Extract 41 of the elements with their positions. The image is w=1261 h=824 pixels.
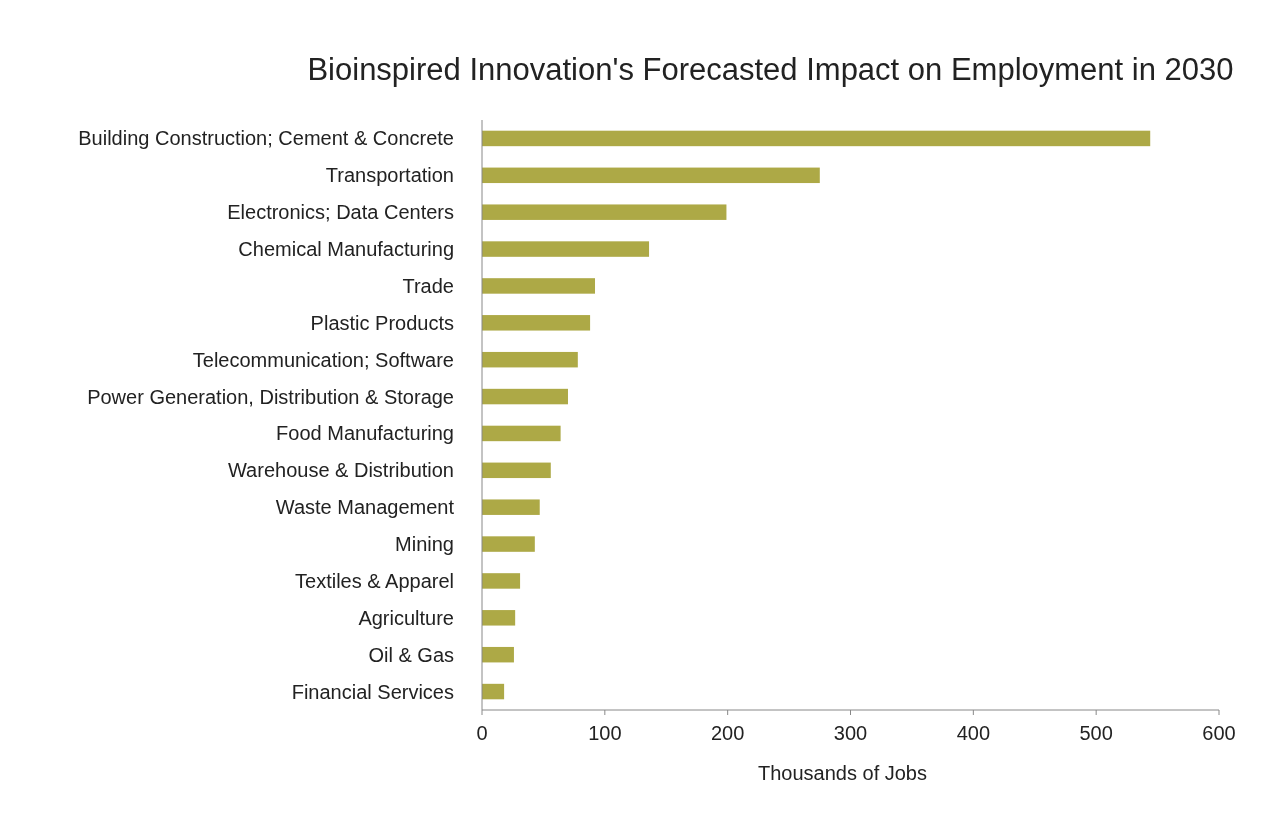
bar xyxy=(482,462,551,479)
bar xyxy=(482,204,727,220)
y-tick-label: Transportation xyxy=(325,164,454,187)
y-tick-label: Food Manufacturing xyxy=(276,422,454,445)
bar xyxy=(482,536,535,552)
bar xyxy=(482,241,650,257)
x-axis-title: Thousands of Jobs xyxy=(758,762,927,784)
bar xyxy=(482,388,568,405)
x-tick-label: 300 xyxy=(833,722,868,744)
y-tick-label: Textiles & Apparel xyxy=(295,569,454,592)
bar xyxy=(482,499,540,515)
bar xyxy=(482,646,514,663)
x-tick-label: 100 xyxy=(588,722,622,744)
y-tick-label: Building Construction; Cement & Concrete xyxy=(78,127,454,150)
x-tick-label: 200 xyxy=(710,722,745,744)
bar xyxy=(482,167,820,184)
y-tick-label: Trade xyxy=(402,274,454,297)
bar xyxy=(482,351,578,368)
y-tick-label: Waste Management xyxy=(275,496,455,519)
bar xyxy=(482,683,505,700)
y-tick-label: Oil & Gas xyxy=(368,643,454,666)
y-tick-label: Electronics; Data Centers xyxy=(227,201,454,224)
x-tick-label: 400 xyxy=(956,722,991,744)
x-tick-label: 0 xyxy=(476,722,488,744)
y-tick-label: Plastic Products xyxy=(310,311,454,334)
bar xyxy=(482,130,1151,147)
y-tick-label: Financial Services xyxy=(291,680,454,703)
x-tick-label: 500 xyxy=(1079,722,1113,744)
bar xyxy=(482,315,591,331)
bar xyxy=(482,610,516,626)
bar xyxy=(482,278,596,294)
y-tick-label: Agriculture xyxy=(358,606,454,629)
y-tick-label: Telecommunication; Software xyxy=(192,348,454,371)
bar xyxy=(482,573,521,589)
bar xyxy=(482,425,561,442)
y-tick-label: Power Generation, Distribution & Storage xyxy=(87,385,454,408)
y-tick-label: Warehouse & Distribution xyxy=(227,459,454,482)
y-tick-label: Mining xyxy=(395,533,454,556)
chart-title: Bioinspired Innovation's Forecasted Impact on Employment in 2030 xyxy=(307,52,1234,87)
x-tick-label: 600 xyxy=(1202,722,1236,744)
y-tick-label: Chemical Manufacturing xyxy=(238,238,454,261)
